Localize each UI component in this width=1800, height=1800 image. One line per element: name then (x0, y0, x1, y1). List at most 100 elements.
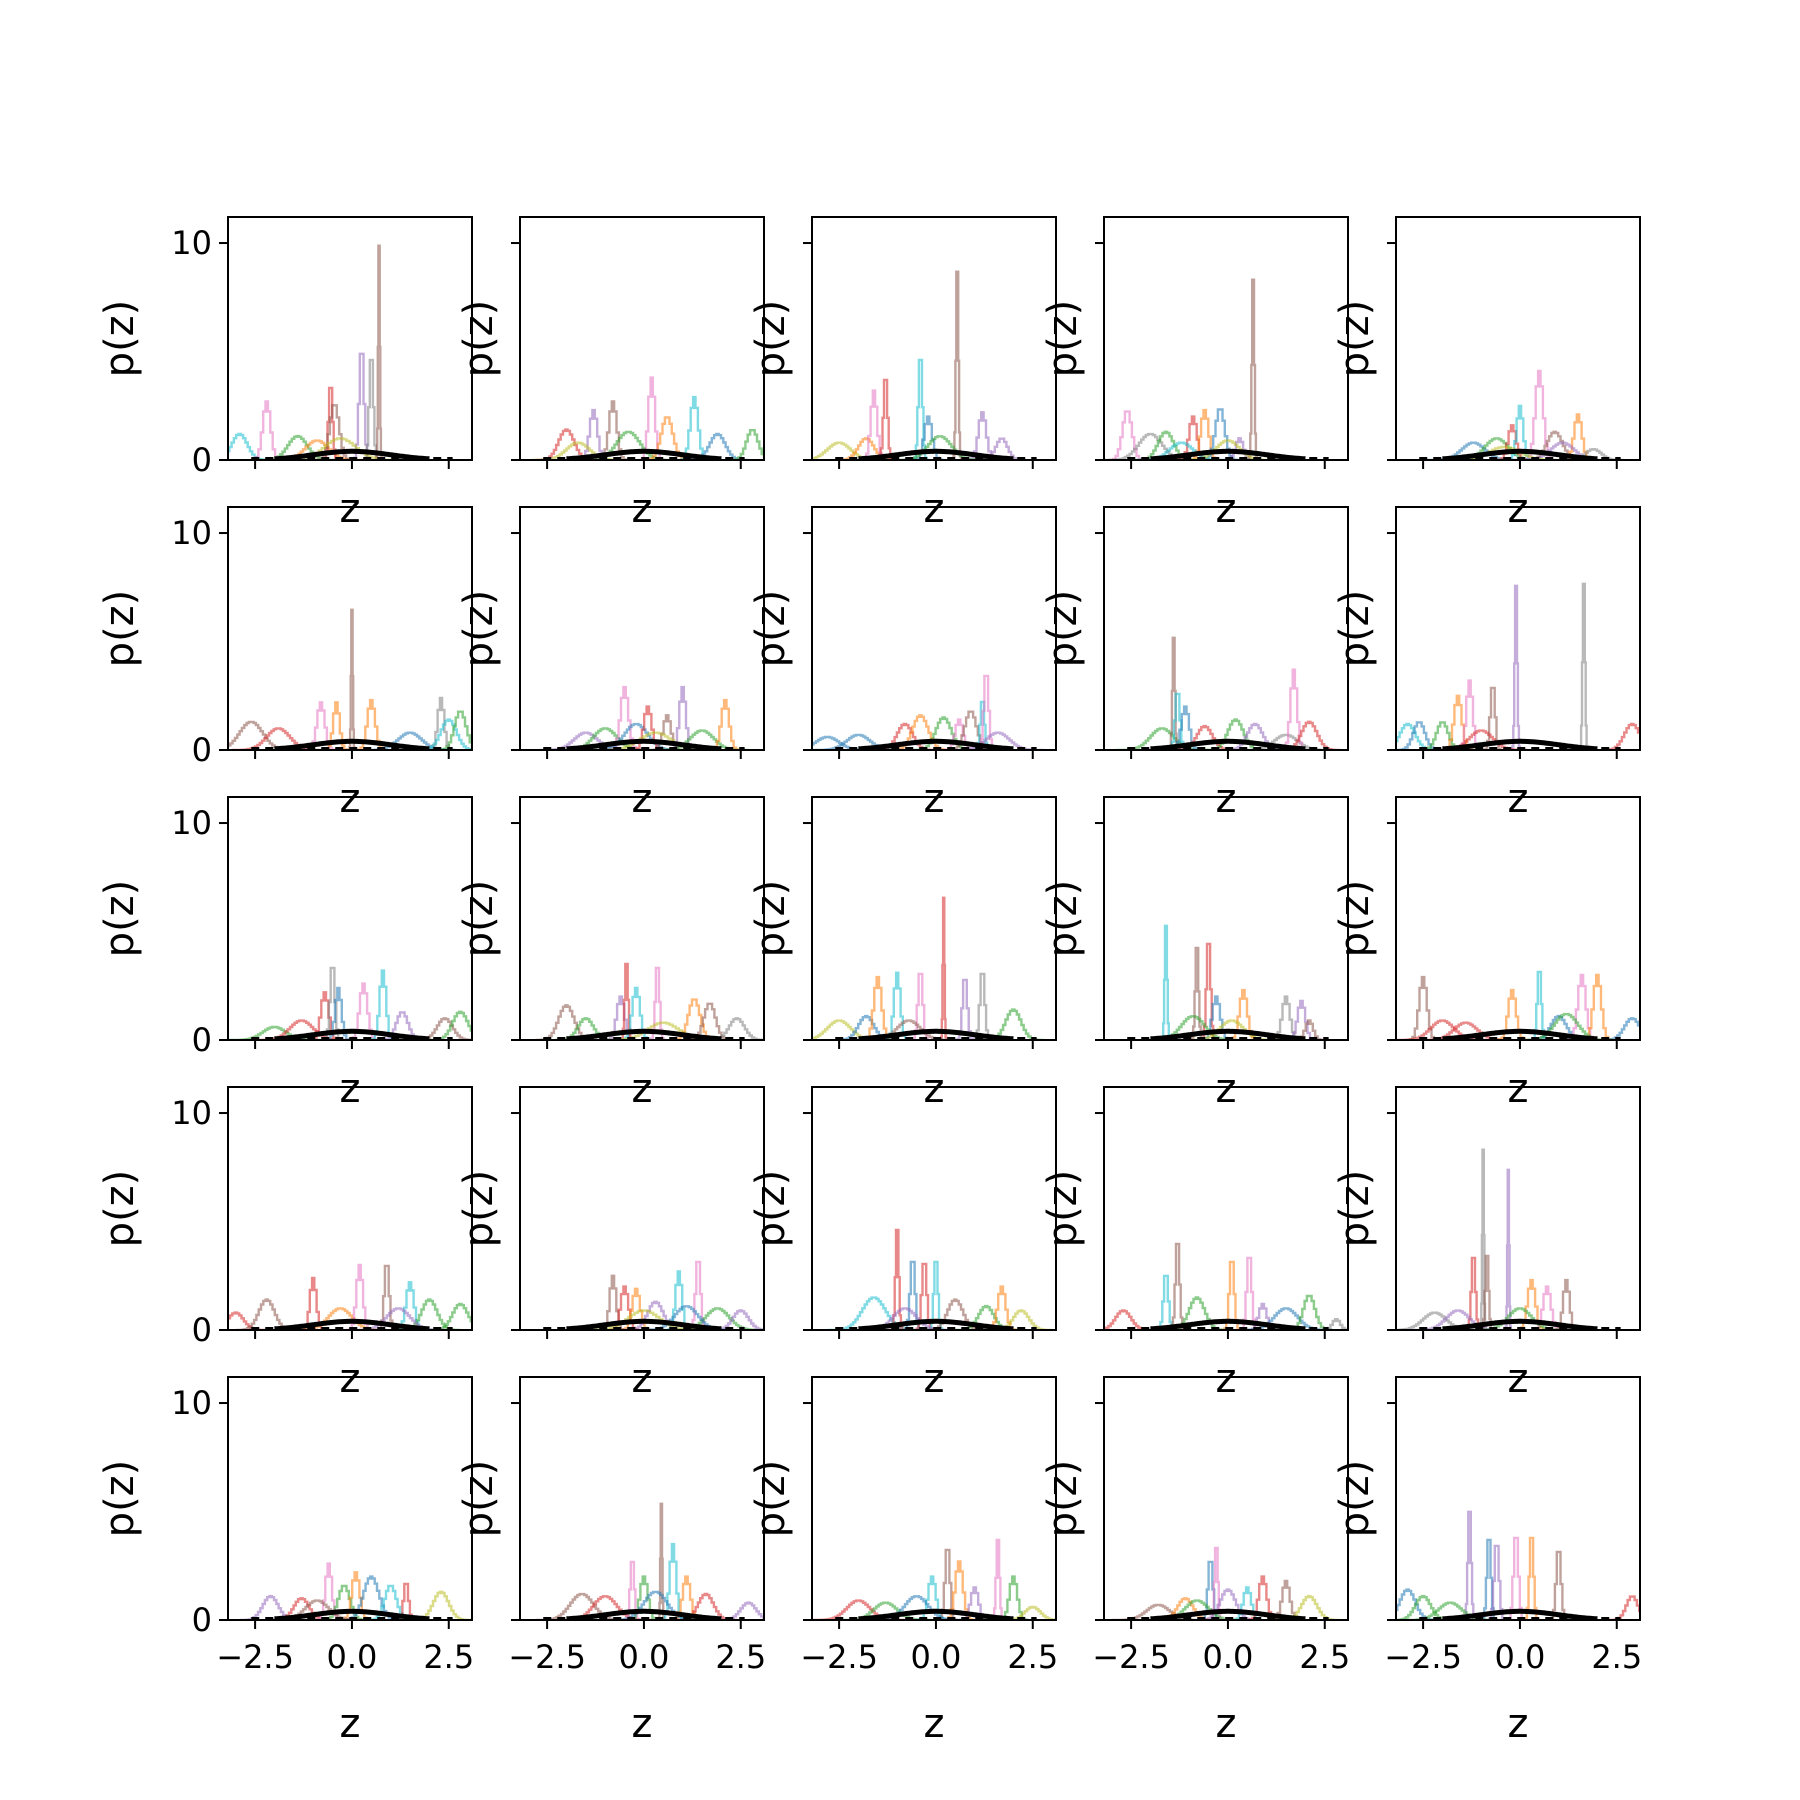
x-tick-label: 0.0 (1202, 1638, 1253, 1676)
x-axis-label: z (924, 776, 945, 822)
histogram-series-0 (827, 1296, 921, 1330)
plot-area (531, 376, 764, 460)
reference-curve (274, 1028, 430, 1040)
reference-curve (1442, 1028, 1598, 1040)
subplot-r2-c4: z p(z) (1332, 796, 1641, 1112)
x-tick-label: 2.5 (1007, 1638, 1058, 1676)
x-tick-label: 0.0 (910, 1638, 961, 1676)
axes-frame (227, 1376, 473, 1621)
y-axis-label: p(z) (748, 1460, 794, 1538)
y-axis-label: p(z) (1332, 880, 1378, 958)
histogram-series-6 (393, 1281, 427, 1330)
reference-curve (1442, 1608, 1598, 1620)
subplot-r3-c4: z p(z) (1332, 1086, 1641, 1402)
y-tick-label: 10 (171, 224, 212, 262)
reference-curve (858, 1608, 1014, 1620)
x-axis-label: z (1508, 1356, 1529, 1402)
histogram-series-4 (1522, 369, 1556, 460)
subplot-r4-c2: −2.5 0.0 2.5 z p(z) (748, 1376, 1058, 1747)
x-axis-label: z (924, 486, 945, 532)
y-axis-label: p(z) (748, 880, 794, 958)
y-tick-label: 0 (192, 731, 212, 769)
subplot-r2-c1: z p(z) (456, 796, 765, 1112)
histogram-series-4 (347, 608, 357, 750)
x-axis-label: z (340, 1356, 361, 1402)
subplot-r4-c4: −2.5 0.0 2.5 z p(z) (1332, 1376, 1642, 1747)
plot-area (228, 1263, 472, 1330)
x-axis-label: z (1216, 776, 1237, 822)
plot-area (812, 1538, 1056, 1620)
plot-area (1127, 924, 1329, 1040)
y-axis-label: p(z) (456, 1170, 502, 1248)
axes-frame (227, 796, 473, 1041)
y-tick-label: 10 (171, 804, 212, 842)
x-axis-label: z (1508, 776, 1529, 822)
plot-area (1396, 1510, 1640, 1620)
plot-area (1104, 278, 1329, 460)
axes-frame (519, 216, 765, 461)
histogram-series-9 (437, 710, 472, 750)
reference-curve (1150, 1608, 1306, 1620)
axes-frame (1395, 796, 1641, 1041)
axes-frame (1395, 1086, 1641, 1331)
histogram-series-7 (1247, 278, 1259, 460)
histogram-series-4 (909, 972, 931, 1040)
y-axis-label: p(z) (1040, 880, 1086, 958)
histogram-series-6 (1510, 584, 1522, 750)
x-tick-label: 0.0 (326, 1638, 377, 1676)
plot-area (1396, 970, 1640, 1040)
reference-curve (566, 1608, 722, 1620)
reference-curve (858, 1028, 1014, 1040)
y-axis-label: p(z) (456, 880, 502, 958)
x-axis-label: z (1216, 1356, 1237, 1402)
y-axis-label: p(z) (456, 300, 502, 378)
reference-curve (274, 738, 430, 750)
x-axis-label: z (632, 1356, 653, 1402)
reference-curve (858, 448, 1014, 460)
axes-frame (519, 506, 765, 751)
reference-curve (274, 1318, 430, 1330)
subplot-r4-c1: −2.5 0.0 2.5 z p(z) (456, 1376, 766, 1747)
axes-frame (1395, 506, 1641, 751)
axes-frame (227, 506, 473, 751)
x-axis-label: z (1508, 1701, 1529, 1747)
y-tick-label: 10 (171, 514, 212, 552)
x-axis-label: z (340, 486, 361, 532)
x-axis-label: z (632, 776, 653, 822)
reference-curve (566, 738, 722, 750)
y-axis-label: p(z) (1040, 590, 1086, 668)
x-axis-label: z (1216, 486, 1237, 532)
y-tick-label: 10 (171, 1094, 212, 1132)
histogram-series-7 (971, 972, 993, 1040)
plot-area (827, 1228, 1053, 1330)
subplot-r1-c0: 0 10 z p(z) (97, 506, 473, 822)
y-axis-label: p(z) (97, 300, 143, 378)
histogram-series-3 (876, 378, 895, 460)
x-axis-label: z (924, 1066, 945, 1112)
histogram-series-7 (1578, 582, 1590, 750)
subplot-r3-c2: z p(z) (748, 1086, 1057, 1402)
y-axis-label: p(z) (1040, 300, 1086, 378)
y-axis-label: p(z) (1332, 590, 1378, 668)
histogram-series-6 (990, 1538, 1006, 1620)
axes-frame (1103, 506, 1349, 751)
reference-curve (274, 1608, 430, 1620)
plot-area (535, 962, 764, 1040)
plot-area (1115, 636, 1341, 750)
reference-curve (566, 1028, 722, 1040)
axes-frame (1395, 216, 1641, 461)
histogram-series-1 (1464, 1256, 1483, 1330)
plot-area (812, 270, 1037, 460)
subplot-r3-c3: z p(z) (1040, 1086, 1349, 1402)
subplot-r2-c2: z p(z) (748, 796, 1057, 1112)
y-axis-label: p(z) (1332, 1460, 1378, 1538)
x-tick-label: −2.5 (1092, 1638, 1170, 1676)
histogram-series-5 (1505, 1536, 1527, 1620)
histogram-series-2 (1168, 1242, 1187, 1330)
histogram-series-5 (1482, 686, 1504, 750)
y-axis-label: p(z) (1332, 300, 1378, 378)
x-tick-label: −2.5 (800, 1638, 878, 1676)
y-tick-label: 0 (192, 441, 212, 479)
subplot-r0-c1: z p(z) (456, 216, 765, 532)
axes-frame (1103, 1086, 1349, 1331)
